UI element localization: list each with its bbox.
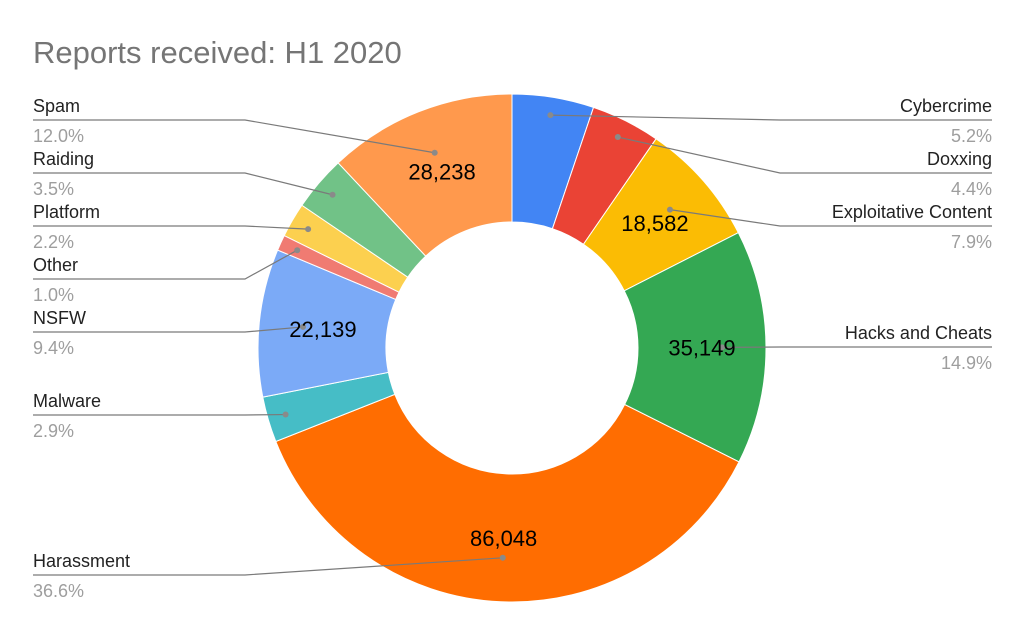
leader-dot-hacks-and-cheats	[718, 344, 725, 351]
percent-exploitative-content: 7.9%	[951, 232, 992, 252]
leader-line-other	[33, 249, 298, 280]
leader-dot-other	[294, 247, 301, 254]
slice-hacks-and-cheats	[623, 232, 767, 463]
leader-dot-harassment	[499, 554, 506, 561]
leader-dot-cybercrime	[547, 112, 554, 119]
leader-line-cybercrime	[550, 114, 992, 121]
label-harassment: Harassment	[33, 551, 130, 571]
value-labels: 18,582 35,149 86,048 22,139 28,238	[289, 159, 735, 550]
slice-labels: Cybercrime 5.2% Doxxing 4.4% Exploitative Co…	[33, 96, 992, 601]
percent-harassment: 36.6%	[33, 581, 84, 601]
value-hacks-and-cheats: 35,149	[668, 335, 735, 360]
donut-slices	[257, 93, 767, 603]
percent-hacks-and-cheats: 14.9%	[941, 353, 992, 373]
leader-line-raiding	[33, 172, 333, 196]
label-doxxing: Doxxing	[927, 149, 992, 169]
percent-other: 1.0%	[33, 285, 74, 305]
leader-line-exploitative-content	[669, 209, 992, 227]
chart-title: Reports received: H1 2020	[33, 35, 402, 70]
percent-nsfw: 9.4%	[33, 338, 74, 358]
percent-raiding: 3.5%	[33, 179, 74, 199]
value-spam: 28,238	[408, 159, 475, 184]
label-cybercrime: Cybercrime	[900, 96, 992, 116]
leader-dot-platform	[305, 226, 312, 233]
slice-spam	[337, 93, 513, 257]
leader-dot-spam	[431, 149, 438, 156]
leader-lines	[33, 112, 992, 576]
label-platform: Platform	[33, 202, 100, 222]
leader-dot-raiding	[329, 191, 336, 198]
label-nsfw: NSFW	[33, 308, 86, 328]
percent-spam: 12.0%	[33, 126, 84, 146]
leader-dot-nsfw	[300, 323, 307, 330]
percent-platform: 2.2%	[33, 232, 74, 252]
label-hacks-and-cheats: Hacks and Cheats	[845, 323, 992, 343]
value-nsfw: 22,139	[289, 317, 356, 342]
leader-dot-doxxing	[614, 134, 621, 141]
leader-line-nsfw	[33, 326, 304, 333]
leader-line-platform	[33, 225, 309, 230]
label-spam: Spam	[33, 96, 80, 116]
percent-doxxing: 4.4%	[951, 179, 992, 199]
label-exploitative-content: Exploitative Content	[832, 202, 992, 222]
percent-malware: 2.9%	[33, 421, 74, 441]
leader-line-harassment	[33, 557, 503, 576]
slice-harassment	[275, 393, 740, 603]
leader-dot-exploitative-content	[666, 206, 673, 213]
leader-dot-malware	[282, 411, 289, 418]
label-raiding: Raiding	[33, 149, 94, 169]
leader-line-spam	[33, 119, 435, 154]
value-exploitative-content: 18,582	[621, 211, 688, 236]
label-other: Other	[33, 255, 78, 275]
leader-line-doxxing	[617, 136, 992, 174]
label-malware: Malware	[33, 391, 101, 411]
percent-cybercrime: 5.2%	[951, 126, 992, 146]
value-harassment: 86,048	[470, 526, 537, 551]
